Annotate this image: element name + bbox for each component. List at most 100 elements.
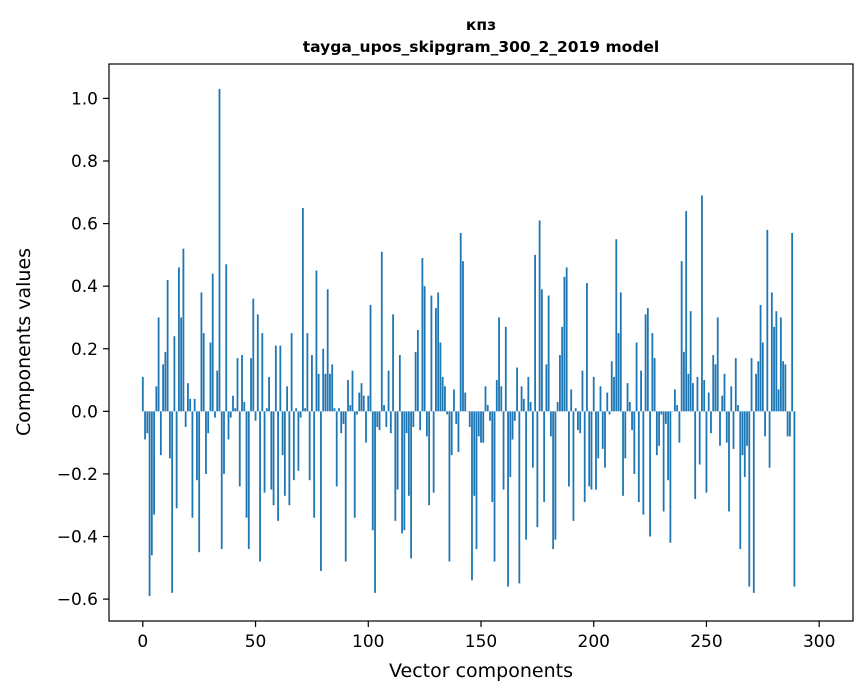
x-tick-label: 200 xyxy=(578,632,610,652)
bar xyxy=(423,286,426,412)
bar xyxy=(380,251,383,412)
bar xyxy=(525,411,527,540)
bar xyxy=(534,254,537,412)
bar xyxy=(617,333,620,412)
bar xyxy=(696,376,699,412)
bar xyxy=(358,392,361,412)
bar xyxy=(473,411,476,496)
bar xyxy=(703,380,706,412)
bar xyxy=(252,298,255,412)
bar xyxy=(667,411,670,481)
bar xyxy=(311,355,313,412)
bar xyxy=(333,408,336,412)
bar xyxy=(741,411,744,456)
bar xyxy=(619,292,622,412)
bar xyxy=(761,342,764,412)
bar xyxy=(773,326,775,412)
bar xyxy=(579,411,582,434)
bar xyxy=(453,389,455,412)
bar xyxy=(750,358,753,412)
bar xyxy=(586,283,588,412)
bar xyxy=(241,355,243,412)
bar xyxy=(509,411,512,478)
bar xyxy=(482,411,485,443)
bar xyxy=(220,411,223,550)
bar xyxy=(315,270,318,412)
bar xyxy=(527,376,530,412)
bar xyxy=(301,207,304,412)
bar xyxy=(491,411,494,503)
bar xyxy=(502,411,505,490)
chart-subtitle: tayga_upos_skipgram_300_2_2019 model xyxy=(303,38,660,56)
bar xyxy=(592,376,595,412)
y-tick-label: 0.0 xyxy=(71,402,98,422)
bar xyxy=(791,232,794,412)
bar xyxy=(159,411,162,456)
bar xyxy=(721,395,724,412)
bar xyxy=(529,401,532,412)
bar xyxy=(394,411,397,521)
bar xyxy=(793,411,796,587)
bar xyxy=(369,304,372,412)
bar xyxy=(590,411,593,490)
bar xyxy=(342,411,345,424)
bar xyxy=(513,411,516,421)
bar xyxy=(610,361,613,412)
bar xyxy=(218,89,221,412)
bar xyxy=(362,395,365,412)
x-axis-ticks: 0 50 100 150 200 250 300 xyxy=(137,621,835,652)
bar xyxy=(498,317,500,412)
bar xyxy=(234,408,237,412)
bar xyxy=(286,386,289,412)
bar xyxy=(759,304,762,412)
bar xyxy=(414,351,417,412)
bar xyxy=(624,411,627,459)
bar xyxy=(723,373,726,412)
bar xyxy=(669,411,672,543)
bar xyxy=(331,364,334,412)
bar xyxy=(155,386,158,412)
bar xyxy=(599,386,602,412)
y-axis-label: Components values xyxy=(13,248,35,436)
bar xyxy=(531,411,534,468)
bar xyxy=(232,395,234,412)
bar xyxy=(628,401,631,412)
bar xyxy=(748,411,751,587)
bar xyxy=(698,411,701,465)
bar xyxy=(261,333,264,412)
bar xyxy=(207,411,210,434)
bar xyxy=(292,411,295,481)
bar xyxy=(716,317,719,412)
bar xyxy=(238,411,241,487)
bar xyxy=(649,411,651,537)
bar xyxy=(444,386,446,412)
bar xyxy=(256,314,259,412)
bar xyxy=(493,411,496,562)
bar xyxy=(655,411,658,456)
bar xyxy=(227,411,230,440)
bar xyxy=(752,411,755,593)
bar xyxy=(401,411,403,534)
bar xyxy=(223,411,225,474)
bar xyxy=(146,411,149,434)
bar xyxy=(518,411,521,584)
bar xyxy=(484,386,487,412)
bar xyxy=(304,408,307,412)
bar xyxy=(182,248,185,412)
bar xyxy=(171,411,174,593)
bar xyxy=(545,364,548,412)
bar xyxy=(229,411,232,418)
bar xyxy=(577,411,579,431)
bar xyxy=(200,292,203,412)
bar xyxy=(725,411,728,443)
bar xyxy=(191,411,194,518)
bar xyxy=(416,329,419,412)
bar xyxy=(568,411,570,487)
bar xyxy=(274,345,277,412)
bar xyxy=(367,395,370,412)
bar xyxy=(574,408,577,412)
bar xyxy=(209,342,212,412)
bar xyxy=(430,295,433,412)
bar xyxy=(254,411,257,421)
